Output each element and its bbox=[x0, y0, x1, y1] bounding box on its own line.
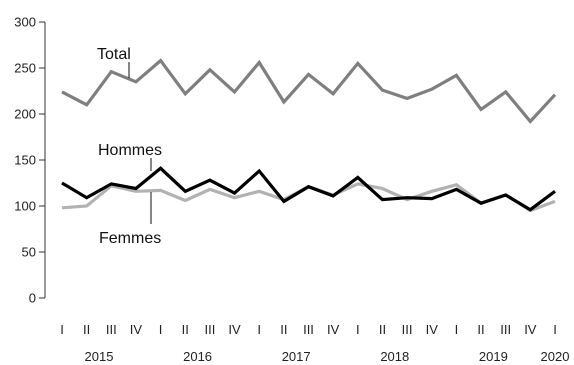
year-label: 2018 bbox=[380, 349, 409, 364]
x-tick-label: I bbox=[455, 322, 459, 337]
year-label: 2015 bbox=[85, 349, 114, 364]
y-tick-group: 0 50 100 150 200 250 300 bbox=[14, 15, 45, 306]
series-label-femmes: Femmes bbox=[99, 230, 161, 247]
series-annotations: Total Hommes Femmes bbox=[97, 46, 162, 247]
x-tick-label: IV bbox=[426, 322, 439, 337]
year-label: 2016 bbox=[183, 349, 212, 364]
series-group bbox=[61, 58, 557, 213]
x-tick-label: I bbox=[60, 322, 64, 337]
y-tick-label: 200 bbox=[14, 107, 36, 122]
x-tick-label: I bbox=[356, 322, 360, 337]
year-label-group: 2015 2016 2017 2018 2019 2020 bbox=[85, 349, 570, 364]
y-tick-label: 0 bbox=[29, 291, 36, 306]
x-tick-label: IV bbox=[130, 322, 143, 337]
year-label: 2020 bbox=[541, 349, 570, 364]
x-tick-label: I bbox=[257, 322, 261, 337]
x-tick-label: IV bbox=[524, 322, 537, 337]
x-tick-label: III bbox=[500, 322, 511, 337]
x-tick-label: II bbox=[477, 322, 484, 337]
x-tick-label: IV bbox=[228, 322, 241, 337]
y-tick-label: 50 bbox=[22, 245, 36, 260]
x-tick-label: I bbox=[553, 322, 557, 337]
y-tick-label: 250 bbox=[14, 61, 36, 76]
series-label-total: Total bbox=[97, 46, 131, 63]
x-axis: I II III IV I II III IV I II III IV I II III IV I II III IV… bbox=[60, 322, 569, 364]
x-tick-label: III bbox=[402, 322, 413, 337]
x-tick-label: III bbox=[204, 322, 215, 337]
y-tick-label: 300 bbox=[14, 15, 36, 30]
x-tick-label: II bbox=[379, 322, 386, 337]
x-tick-label: III bbox=[106, 322, 117, 337]
y-tick-label: 150 bbox=[14, 153, 36, 168]
x-tick-group: I II III IV I II III IV I II III IV I II III IV I II III IV… bbox=[60, 322, 557, 337]
series-label-hommes: Hommes bbox=[98, 142, 162, 159]
x-tick-label: II bbox=[83, 322, 90, 337]
y-axis: 0 50 100 150 200 250 300 bbox=[14, 15, 46, 306]
x-tick-label: II bbox=[182, 322, 189, 337]
x-tick-label: II bbox=[280, 322, 287, 337]
y-tick-label: 100 bbox=[14, 199, 36, 214]
x-tick-label: I bbox=[159, 322, 163, 337]
series-line-total bbox=[61, 58, 557, 124]
x-tick-label: IV bbox=[327, 322, 340, 337]
series-line-hommes bbox=[61, 166, 556, 212]
year-label: 2017 bbox=[282, 349, 311, 364]
x-tick-label: III bbox=[303, 322, 314, 337]
year-label: 2019 bbox=[479, 349, 508, 364]
